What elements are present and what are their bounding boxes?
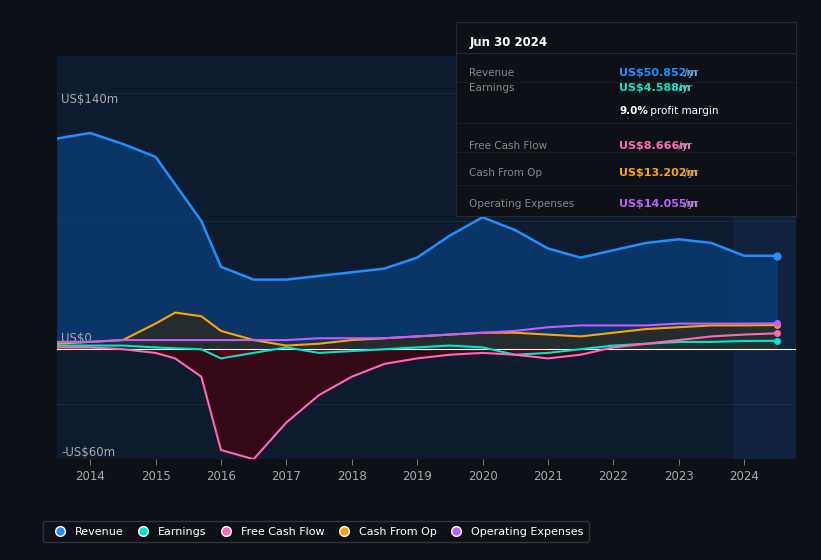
Text: Cash From Op: Cash From Op [470,168,543,178]
Text: US$4.588m: US$4.588m [619,83,690,93]
Text: -US$60m: -US$60m [62,446,115,459]
Text: US$14.055m: US$14.055m [619,199,698,209]
Text: /yr: /yr [681,168,698,178]
Text: US$140m: US$140m [62,92,118,106]
Text: 9.0%: 9.0% [619,106,648,116]
Text: Jun 30 2024: Jun 30 2024 [470,36,548,49]
Text: Operating Expenses: Operating Expenses [470,199,575,209]
Text: /yr: /yr [675,83,692,93]
Text: US$13.202m: US$13.202m [619,168,698,178]
Text: Free Cash Flow: Free Cash Flow [470,141,548,151]
Legend: Revenue, Earnings, Free Cash Flow, Cash From Op, Operating Expenses: Revenue, Earnings, Free Cash Flow, Cash … [44,521,589,542]
Text: /yr: /yr [681,199,698,209]
Bar [734,56,796,459]
Text: US$50.852m: US$50.852m [619,68,698,78]
Text: US$0: US$0 [62,332,92,345]
Text: US$8.666m: US$8.666m [619,141,691,151]
Text: profit margin: profit margin [647,106,718,116]
Text: /yr: /yr [681,68,698,78]
Text: Earnings: Earnings [470,83,515,93]
Text: Revenue: Revenue [470,68,515,78]
Text: /yr: /yr [675,141,692,151]
